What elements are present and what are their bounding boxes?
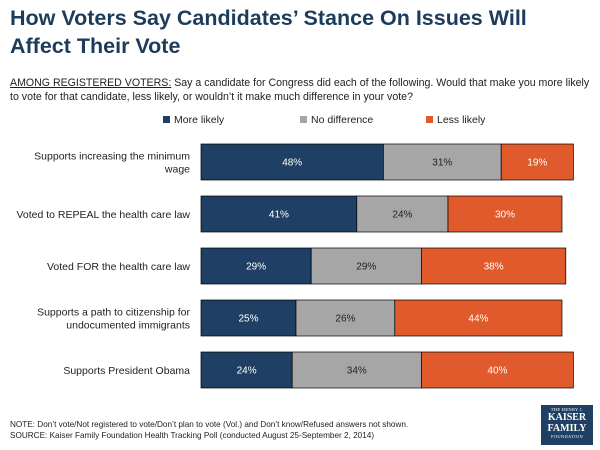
chart-title: How Voters Say Candidates’ Stance On Iss… [10, 6, 527, 58]
logo-line4: FOUNDATION [551, 434, 583, 439]
bar-segment [291, 351, 422, 389]
data-label: 31% [432, 158, 452, 169]
legend-label: No difference [311, 114, 373, 126]
bar-segment [383, 143, 502, 181]
legend-label: More likely [174, 114, 225, 126]
category-label: undocumented immigrants [66, 320, 190, 332]
bar-segment [200, 195, 358, 233]
category-label: Voted to REPEAL the health care law [16, 209, 190, 221]
kff-logo: THE HENRY J. KAISER FAMILY FOUNDATION [541, 405, 593, 445]
legend-swatch [163, 116, 170, 123]
data-label: 29% [356, 262, 376, 273]
bar-segment [295, 299, 396, 337]
bar-segment [356, 195, 449, 233]
category-label: Supports President Obama [63, 365, 190, 377]
subtitle-lead: AMONG REGISTERED VOTERS: [10, 77, 172, 89]
data-label: 30% [495, 210, 515, 221]
legend-label: Less likely [437, 114, 486, 126]
data-label: 41% [269, 210, 289, 221]
bar-segment [200, 247, 312, 285]
bar-segment [200, 299, 297, 337]
data-label: 48% [282, 158, 302, 169]
category-label: Voted FOR the health care law [47, 261, 190, 273]
bar-segment [421, 247, 567, 285]
bar-segment [421, 351, 574, 389]
footnotes: NOTE: Don’t vote/Not registered to vote/… [10, 420, 530, 441]
source-text: SOURCE: Kaiser Family Foundation Health … [10, 430, 375, 440]
note-text: NOTE: Don’t vote/Not registered to vote/… [10, 420, 409, 429]
bar-segment [447, 195, 563, 233]
bar-segment [394, 299, 563, 337]
logo-line3: FAMILY [547, 423, 587, 434]
chart-subtitle: AMONG REGISTERED VOTERS: Say a candidate… [10, 76, 590, 104]
legend-swatch [300, 116, 307, 123]
data-label: 24% [237, 366, 257, 377]
data-label: 29% [246, 262, 266, 273]
data-label: 44% [468, 314, 488, 325]
category-label: Supports increasing the minimum [34, 151, 190, 163]
logo-line2: KAISER [547, 412, 587, 423]
bar-segment [200, 143, 384, 181]
data-label: 38% [484, 262, 504, 273]
bar-segment [200, 351, 293, 389]
category-label: wage [164, 164, 190, 176]
bar-segment [500, 143, 574, 181]
legend-swatch [426, 116, 433, 123]
data-label: 24% [392, 210, 412, 221]
logo-line1: THE HENRY J. [550, 407, 584, 412]
data-label: 40% [487, 366, 507, 377]
subtitle-text: Say a candidate for Congress did each of… [10, 77, 590, 103]
data-label: 26% [335, 314, 355, 325]
data-label: 25% [238, 314, 258, 325]
data-label: 34% [347, 366, 367, 377]
category-label: Supports a path to citizenship for [37, 307, 190, 319]
data-label: 19% [527, 158, 547, 169]
